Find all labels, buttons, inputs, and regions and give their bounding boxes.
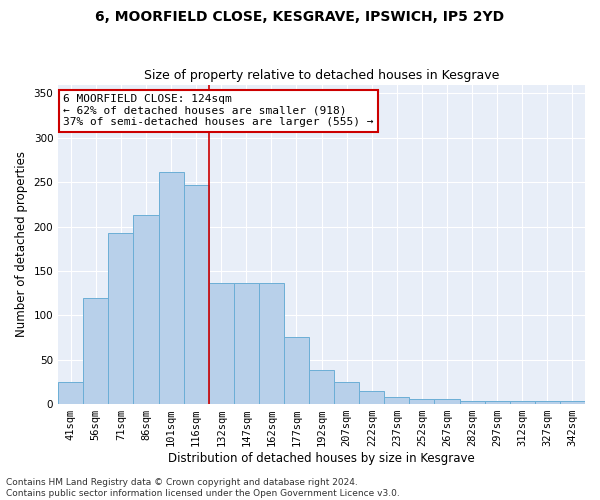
- Bar: [309, 370, 334, 404]
- Bar: [510, 400, 535, 404]
- Bar: [133, 215, 158, 404]
- Bar: [284, 336, 309, 404]
- Bar: [209, 284, 234, 404]
- Bar: [485, 402, 510, 404]
- Bar: [83, 298, 109, 404]
- Bar: [460, 400, 485, 404]
- Y-axis label: Number of detached properties: Number of detached properties: [15, 152, 28, 338]
- Bar: [259, 284, 284, 404]
- Bar: [385, 397, 409, 404]
- Text: 6 MOORFIELD CLOSE: 124sqm
← 62% of detached houses are smaller (918)
37% of semi: 6 MOORFIELD CLOSE: 124sqm ← 62% of detac…: [64, 94, 374, 128]
- Title: Size of property relative to detached houses in Kesgrave: Size of property relative to detached ho…: [144, 69, 499, 82]
- X-axis label: Distribution of detached houses by size in Kesgrave: Distribution of detached houses by size …: [168, 452, 475, 465]
- Bar: [359, 391, 385, 404]
- Bar: [560, 402, 585, 404]
- Bar: [109, 233, 133, 404]
- Bar: [58, 382, 83, 404]
- Text: Contains HM Land Registry data © Crown copyright and database right 2024.
Contai: Contains HM Land Registry data © Crown c…: [6, 478, 400, 498]
- Bar: [184, 185, 209, 404]
- Text: 6, MOORFIELD CLOSE, KESGRAVE, IPSWICH, IP5 2YD: 6, MOORFIELD CLOSE, KESGRAVE, IPSWICH, I…: [95, 10, 505, 24]
- Bar: [334, 382, 359, 404]
- Bar: [434, 399, 460, 404]
- Bar: [535, 402, 560, 404]
- Bar: [409, 399, 434, 404]
- Bar: [234, 284, 259, 404]
- Bar: [158, 172, 184, 404]
